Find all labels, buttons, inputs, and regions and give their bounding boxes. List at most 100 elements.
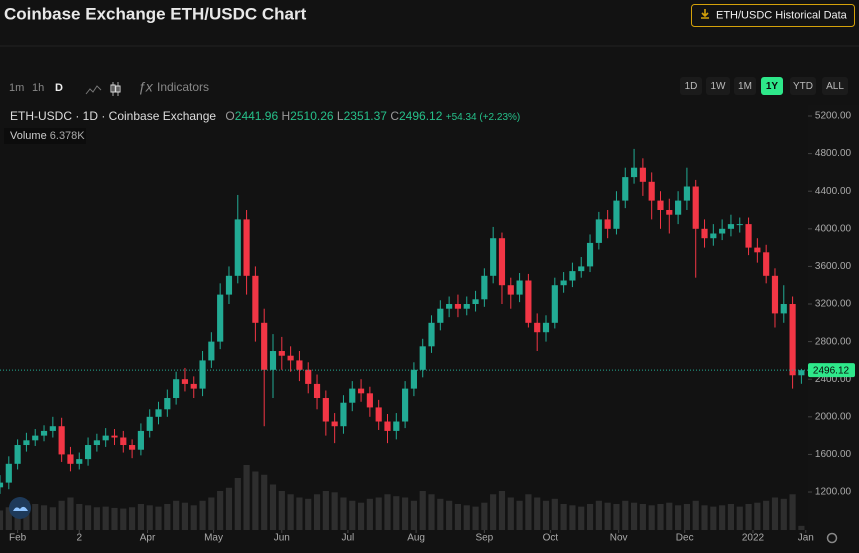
candle-body	[402, 388, 409, 422]
indicators-button[interactable]: Indicators	[157, 80, 209, 94]
candle-body	[719, 228, 726, 234]
range-label[interactable]: 1D	[685, 81, 698, 92]
volume-bar	[331, 492, 338, 530]
candle-body	[58, 426, 65, 455]
candle-body	[129, 445, 136, 450]
x-tick-label: 2	[76, 533, 82, 544]
candle-body	[463, 304, 470, 309]
volume-bar	[243, 465, 250, 530]
range-button[interactable]	[706, 77, 730, 95]
candle-body	[657, 200, 664, 211]
chart-type-icon[interactable]	[85, 85, 102, 95]
candle-body	[639, 167, 646, 182]
volume-bar	[287, 494, 294, 530]
candle-body	[481, 275, 488, 300]
price-axis	[808, 105, 859, 530]
x-tick-label: May	[204, 533, 223, 544]
y-tick-label: 2000.00	[815, 411, 852, 422]
candle-body	[437, 308, 444, 323]
volume-bar	[296, 497, 303, 530]
candle-body	[745, 224, 752, 248]
volume-bar	[763, 500, 770, 530]
range-label[interactable]: 1Y	[766, 81, 779, 92]
candle-body	[76, 459, 83, 464]
candle-body	[146, 416, 153, 431]
volume-bar	[463, 505, 470, 530]
candle-body	[67, 454, 74, 464]
interval-button[interactable]: 1h	[32, 82, 44, 94]
fx-icon[interactable]: ƒx	[138, 79, 154, 95]
volume-bar	[710, 506, 717, 530]
range-button[interactable]	[790, 77, 816, 95]
candle-body	[780, 304, 787, 314]
candle-body	[410, 369, 417, 389]
volume-bar	[578, 506, 585, 530]
range-label[interactable]: ALL	[826, 81, 844, 92]
volume-bar	[410, 500, 417, 530]
candle-body	[199, 360, 206, 389]
y-tick-label: 3600.00	[815, 261, 852, 272]
candle-body	[111, 435, 118, 438]
range-label[interactable]: YTD	[793, 81, 813, 92]
legend-key: L	[337, 109, 344, 123]
volume-bar	[129, 507, 136, 530]
range-label[interactable]: 1W	[711, 81, 727, 92]
volume-bar	[692, 500, 699, 530]
logo[interactable]	[9, 497, 31, 519]
candle-body	[173, 379, 180, 399]
candles-icon-body[interactable]	[110, 84, 116, 93]
candle-body	[692, 186, 699, 229]
volume-bar	[252, 471, 259, 530]
x-tick-label: Aug	[407, 533, 425, 544]
candle-body	[23, 440, 30, 446]
last-price-tag	[808, 363, 855, 378]
interval-button[interactable]: D	[55, 82, 63, 94]
candle-body	[384, 421, 391, 431]
candle-body	[0, 482, 4, 488]
candle-body	[727, 224, 735, 229]
candle-body	[269, 351, 277, 370]
range-label[interactable]: 1M	[738, 81, 752, 92]
range-button[interactable]	[680, 77, 702, 95]
x-tick-label: Nov	[610, 533, 628, 544]
volume-bar	[32, 504, 39, 530]
volume-bar	[683, 504, 690, 530]
candles-icon-body[interactable]	[115, 85, 121, 93]
candle-body	[217, 294, 224, 342]
candle-body	[763, 252, 770, 276]
candles-icon[interactable]	[112, 82, 119, 96]
candle-body	[278, 351, 285, 356]
volume-bar	[525, 494, 532, 530]
candle-body	[5, 463, 12, 483]
candle-body	[296, 360, 303, 370]
candle-body	[666, 210, 673, 215]
volume-bar	[419, 491, 426, 530]
legend-low: 2351.37	[344, 109, 388, 123]
candle-body	[225, 275, 233, 295]
candle-body	[525, 280, 532, 323]
candle-body	[578, 266, 585, 272]
volume-bar	[76, 504, 83, 530]
y-tick-label: 2800.00	[815, 336, 852, 347]
historical-button-label[interactable]: ETH/USDC Historical Data	[716, 9, 848, 21]
volume-bar	[595, 500, 602, 530]
historical-button[interactable]	[691, 4, 855, 27]
candle-body	[771, 275, 779, 314]
settings-icon[interactable]	[826, 532, 838, 544]
interval-button[interactable]: 1m	[9, 82, 24, 94]
x-tick-label: Jan	[798, 533, 814, 544]
legend-change: +54.34 (+2.23%)	[446, 112, 521, 123]
volume-bar	[437, 498, 444, 530]
legend-key: H	[282, 109, 291, 123]
candle-body	[32, 435, 39, 441]
range-button[interactable]	[761, 77, 783, 95]
candle-body	[322, 398, 329, 422]
candle-body	[102, 435, 109, 441]
range-button[interactable]	[822, 77, 848, 95]
candle-body	[516, 280, 523, 295]
volume-bar	[146, 505, 153, 530]
volume-bar	[630, 502, 638, 530]
candle-body	[252, 275, 259, 323]
range-button[interactable]	[734, 77, 756, 95]
